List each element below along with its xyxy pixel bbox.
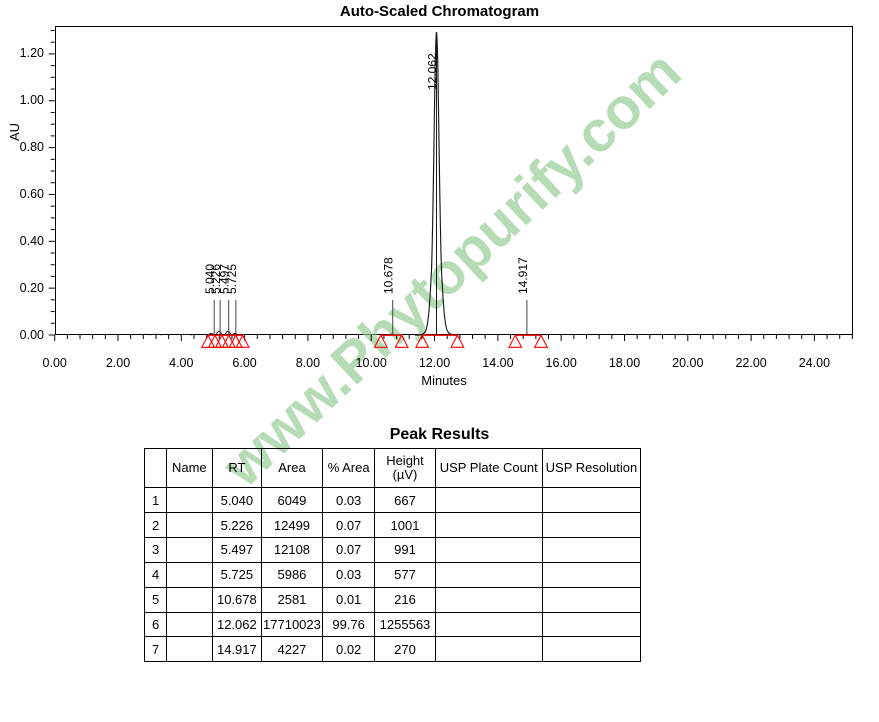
svg-text:12.062: 12.062 — [426, 53, 440, 90]
svg-text:14.917: 14.917 — [516, 257, 530, 294]
svg-text:5.725: 5.725 — [225, 264, 239, 294]
svg-text:10.678: 10.678 — [382, 257, 396, 294]
